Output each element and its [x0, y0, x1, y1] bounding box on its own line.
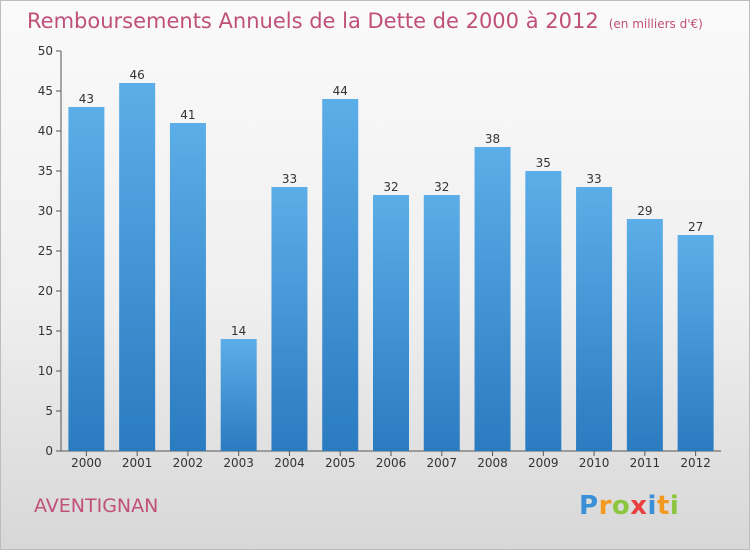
data-label: 27	[688, 220, 703, 234]
x-tick-label: 2006	[376, 456, 407, 470]
bar	[525, 171, 562, 451]
x-tick-label: 2010	[579, 456, 610, 470]
data-label: 43	[79, 92, 94, 106]
x-tick-label: 2007	[426, 456, 457, 470]
bar	[220, 339, 257, 451]
y-tick-label: 35	[38, 164, 53, 178]
data-label: 33	[282, 172, 297, 186]
title-text: Remboursements Annuels de la Dette de 20…	[27, 9, 599, 33]
y-tick-label: 40	[38, 124, 53, 138]
bar	[271, 187, 308, 451]
bar	[677, 235, 714, 451]
data-label: 32	[434, 180, 449, 194]
x-tick-label: 2003	[223, 456, 254, 470]
chart-title: Remboursements Annuels de la Dette de 20…	[27, 9, 703, 33]
bar	[626, 219, 663, 451]
bar	[373, 195, 409, 451]
data-label: 46	[130, 68, 145, 82]
commune-name: AVENTIGNAN	[34, 495, 159, 517]
y-tick-label: 25	[38, 244, 53, 258]
proxiti-logo: Proxiti	[579, 491, 679, 521]
x-tick-label: 2001	[122, 456, 153, 470]
logo-letter: x	[630, 491, 648, 521]
x-tick-label: 2012	[680, 456, 711, 470]
bar	[68, 107, 105, 451]
logo-letter: r	[598, 491, 612, 521]
y-tick-label: 50	[38, 44, 53, 58]
x-tick-label: 2005	[325, 456, 356, 470]
logo-letter: i	[647, 491, 657, 521]
x-tick-label: 2000	[71, 456, 102, 470]
logo-letter: o	[611, 491, 631, 521]
y-tick-label: 30	[38, 204, 53, 218]
title-unit: (en milliers d'€)	[608, 17, 703, 31]
x-tick-label: 2004	[274, 456, 305, 470]
bar	[322, 99, 359, 451]
bar	[119, 83, 156, 451]
data-label: 44	[333, 84, 348, 98]
y-tick-label: 5	[45, 404, 53, 418]
data-label: 14	[231, 324, 246, 338]
data-label: 33	[586, 172, 601, 186]
x-tick-label: 2009	[528, 456, 559, 470]
y-tick-label: 45	[38, 84, 53, 98]
bar	[474, 147, 511, 451]
bar	[576, 187, 613, 451]
y-tick-label: 20	[38, 284, 53, 298]
y-tick-label: 0	[45, 444, 53, 458]
data-label: 32	[383, 180, 398, 194]
data-label: 41	[180, 108, 195, 122]
data-label: 35	[536, 156, 551, 170]
x-tick-label: 2002	[173, 456, 204, 470]
y-tick-label: 10	[38, 364, 53, 378]
logo-letter: i	[669, 491, 680, 521]
logo-letter: t	[656, 491, 670, 521]
bar	[169, 123, 206, 451]
logo-letter: P	[579, 491, 599, 521]
data-label: 38	[485, 132, 500, 146]
x-tick-label: 2008	[477, 456, 508, 470]
bar-chart: 0 5 10 15 20 25 30 35 40 45 50 2000 43 2001 46 2002 41 2…	[38, 44, 721, 470]
bar	[423, 195, 460, 451]
data-label: 29	[637, 204, 652, 218]
y-tick-label: 15	[38, 324, 53, 338]
x-tick-label: 2011	[630, 456, 661, 470]
